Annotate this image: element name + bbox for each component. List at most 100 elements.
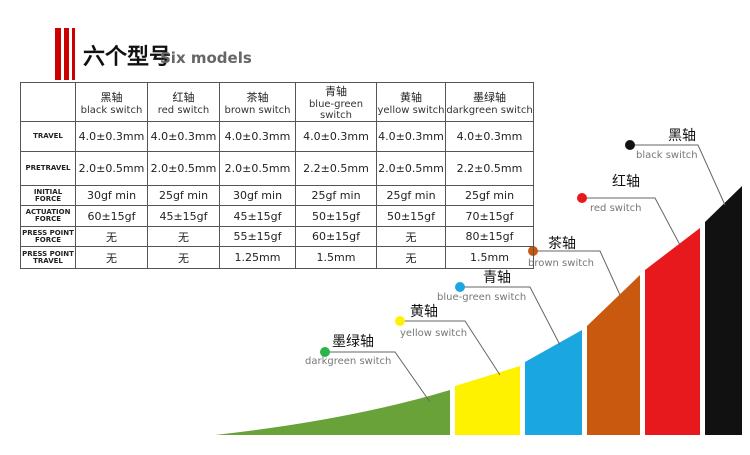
- column-cn: 茶轴: [246, 90, 269, 104]
- cell: 80±15gf: [445, 226, 534, 247]
- cell: 25gf min: [147, 185, 220, 206]
- label-en: red switch: [590, 203, 642, 214]
- column-en: black switch: [80, 104, 143, 116]
- row-label: TRAVEL: [20, 121, 76, 152]
- label-en: black switch: [636, 150, 698, 161]
- cell: 2.2±0.5mm: [295, 151, 377, 186]
- spec-table: 黑轴 black switch 红轴 red switch 茶轴 brown switch…: [20, 82, 534, 269]
- label-en: darkgreen switch: [305, 356, 391, 367]
- label-cn: 红轴: [612, 174, 640, 190]
- cell: 4.0±0.3mm: [376, 121, 446, 152]
- green-band: [215, 390, 450, 435]
- cell: 2.2±0.5mm: [445, 151, 534, 186]
- cell: 25gf min: [445, 185, 534, 206]
- cell: 30gf min: [75, 185, 148, 206]
- pointer: [325, 351, 431, 403]
- cell: 25gf min: [295, 185, 377, 206]
- cell: 30gf min: [219, 185, 296, 206]
- label-cn: 黑轴: [668, 128, 696, 144]
- column-cn: 红轴: [172, 90, 195, 104]
- cell: 无: [75, 246, 148, 269]
- cell: 无: [147, 246, 220, 269]
- cell: 25gf min: [376, 185, 446, 206]
- label-en: yellow switch: [400, 328, 467, 339]
- column-header: 墨绿轴 darkgreen switch: [445, 82, 534, 122]
- column-en: brown switch: [224, 104, 291, 116]
- cell: 45±15gf: [147, 205, 220, 227]
- red-band: [645, 228, 700, 435]
- cell: 1.5mm: [445, 246, 534, 269]
- table-row: PRESS POINT TRAVEL 无无 1.25mm 1.5mm 无 1.5mm: [20, 246, 534, 269]
- row-label: ACTUATION FORCE: [20, 205, 76, 227]
- cell: 45±15gf: [219, 205, 296, 227]
- cell: 70±15gf: [445, 205, 534, 227]
- cell: 无: [376, 246, 446, 269]
- cell: 2.0±0.5mm: [219, 151, 296, 186]
- deco-bar: [72, 28, 75, 80]
- dot: [395, 316, 405, 326]
- label-en: blue-green switch: [437, 292, 526, 303]
- pointer: [630, 144, 726, 206]
- deco-bar: [55, 28, 61, 80]
- pointer: [533, 250, 621, 296]
- yellow-band: [455, 366, 520, 435]
- table-row: PRESS POINT FORCE 无无 55±15gf 60±15gf 无 80±15g…: [20, 226, 534, 247]
- row-label: PRESS POINT TRAVEL: [20, 246, 76, 269]
- column-header: 青轴 blue-green switch: [295, 82, 377, 122]
- column-cn: 墨绿轴: [473, 90, 506, 104]
- label-cn: 青轴: [483, 270, 511, 286]
- deco-bar: [64, 28, 69, 80]
- pointer: [582, 197, 681, 246]
- title: 六个型号: [83, 45, 171, 70]
- cell: 2.0±0.5mm: [75, 151, 148, 186]
- cell: 50±15gf: [376, 205, 446, 227]
- table-row: PRETRAVEL 2.0±0.5mm 2.0±0.5mm 2.0±0.5mm 2.2±…: [20, 151, 534, 186]
- label-en: brown switch: [528, 258, 594, 269]
- corner-cell: [20, 82, 76, 122]
- pointer: [400, 320, 501, 376]
- row-label: PRETRAVEL: [20, 151, 76, 186]
- label-cn: 黄轴: [410, 303, 438, 320]
- column-en: blue-green switch: [308, 99, 364, 121]
- black-band: [705, 186, 742, 435]
- subtitle: Six models: [160, 49, 252, 67]
- column-cn: 黄轴: [400, 90, 422, 104]
- cell: 4.0±0.3mm: [295, 121, 377, 152]
- table-row: INITIAL FORCE 30gf min 25gf min 30gf min 25g…: [20, 185, 534, 206]
- table-row: ACTUATION FORCE 60±15gf 45±15gf 45±15gf 50±1…: [20, 205, 534, 227]
- table-row: TRAVEL 4.0±0.3mm 4.0±0.3mm 4.0±0.3mm 4.0±0.3…: [20, 121, 534, 152]
- brown-band: [587, 275, 640, 435]
- dot: [455, 282, 465, 292]
- column-en: darkgreen switch: [446, 104, 533, 116]
- row-label: PRESS POINT FORCE: [20, 226, 76, 247]
- dot: [577, 193, 587, 203]
- cell: 60±15gf: [295, 226, 377, 247]
- cell: 50±15gf: [295, 205, 377, 227]
- cell: 4.0±0.3mm: [445, 121, 534, 152]
- cell: 1.25mm: [219, 246, 296, 269]
- cell: 2.0±0.5mm: [147, 151, 220, 186]
- cell: 2.0±0.5mm: [376, 151, 446, 186]
- row-label: INITIAL FORCE: [20, 185, 76, 206]
- cell: 60±15gf: [75, 205, 148, 227]
- label-cn: 茶轴: [548, 236, 576, 252]
- column-cn: 青轴: [325, 85, 347, 98]
- cell: 55±15gf: [219, 226, 296, 247]
- cell: 4.0±0.3mm: [75, 121, 148, 152]
- header-row: 黑轴 black switch 红轴 red switch 茶轴 brown switch…: [20, 82, 534, 122]
- cell: 无: [147, 226, 220, 247]
- column-en: red switch: [157, 104, 210, 116]
- cell: 无: [376, 226, 446, 247]
- column-cn: 黑轴: [100, 90, 123, 104]
- column-en: yellow switch: [377, 104, 445, 116]
- dot: [625, 140, 635, 150]
- pointer: [460, 286, 561, 346]
- column-header: 红轴 red switch: [147, 82, 220, 122]
- column-header: 黄轴 yellow switch: [376, 82, 446, 122]
- cell: 4.0±0.3mm: [219, 121, 296, 152]
- dot: [320, 347, 330, 357]
- cell: 1.5mm: [295, 246, 377, 269]
- column-header: 黑轴 black switch: [75, 82, 148, 122]
